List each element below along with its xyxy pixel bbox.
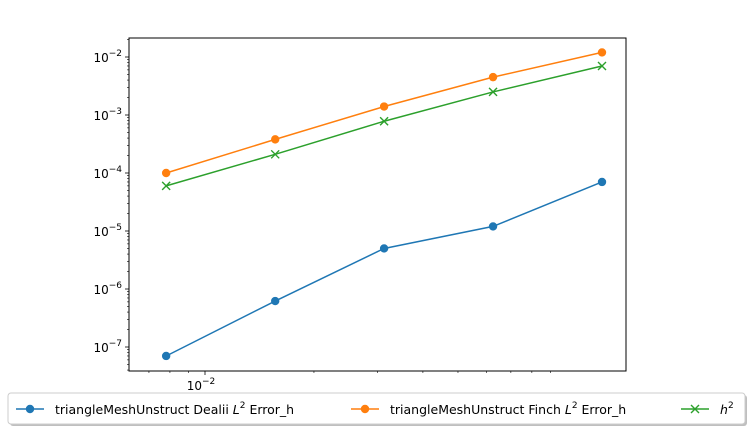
series-2 (161, 48, 607, 178)
series-line (165, 51, 603, 174)
data-point (597, 177, 607, 187)
y-tick-label-exponent: −4 (109, 165, 123, 175)
x-tick-label-exponent: −2 (202, 377, 215, 387)
y-tick-label-exponent: −2 (109, 49, 122, 59)
legend: triangleMeshUnstruct Dealii L2 Error_h tr… (7, 392, 747, 426)
legend-entry-2: triangleMeshUnstruct Finch L2 Error_h (351, 401, 626, 417)
y-tick-label: 10−5 (93, 223, 122, 239)
y-tick-label: 10−2 (93, 49, 122, 65)
y-tick-label-exponent: −6 (109, 281, 123, 291)
data-point (597, 61, 607, 71)
legend-marker (25, 404, 35, 414)
data-point (379, 116, 389, 126)
data-point (161, 168, 171, 178)
y-tick-label-exponent: −3 (109, 107, 122, 117)
data-point (161, 351, 171, 361)
legend-marker (690, 404, 700, 414)
y-tick-label: 10−4 (93, 165, 122, 181)
legend-label: h2 (720, 401, 734, 417)
y-tick-label-exponent: −5 (109, 223, 122, 233)
legend-marker (360, 404, 370, 414)
data-point (161, 181, 171, 191)
data-point (270, 149, 280, 159)
data-point (379, 244, 389, 253)
data-point (379, 102, 389, 111)
data-point (488, 222, 498, 231)
legend-label: triangleMeshUnstruct Finch L2 Error_h (390, 401, 626, 417)
legend-entry-3: h2 (681, 401, 734, 417)
x-tick-label: 10−2 (187, 377, 216, 393)
axes: 10−7 10−6 10−5 10−4 10−3 10−2 10−2 (93, 37, 627, 393)
axes-frame (128, 37, 627, 372)
legend-entry-1: triangleMeshUnstruct Dealii L2 Error_h (16, 401, 294, 417)
series-line (165, 65, 603, 187)
plot-area (161, 48, 607, 361)
legend-label: triangleMeshUnstruct Dealii L2 Error_h (55, 401, 294, 417)
data-point (270, 296, 280, 306)
y-tick-label: 10−6 (93, 281, 122, 297)
series-1 (161, 177, 607, 361)
data-point (270, 135, 280, 144)
series-3 (161, 61, 607, 191)
data-point (488, 72, 498, 82)
y-tick-label: 10−7 (93, 339, 122, 355)
series-line (165, 181, 603, 357)
y-tick-label-exponent: −7 (109, 339, 122, 349)
data-point (597, 48, 607, 57)
y-tick-label: 10−3 (93, 107, 122, 123)
data-point (488, 87, 498, 97)
